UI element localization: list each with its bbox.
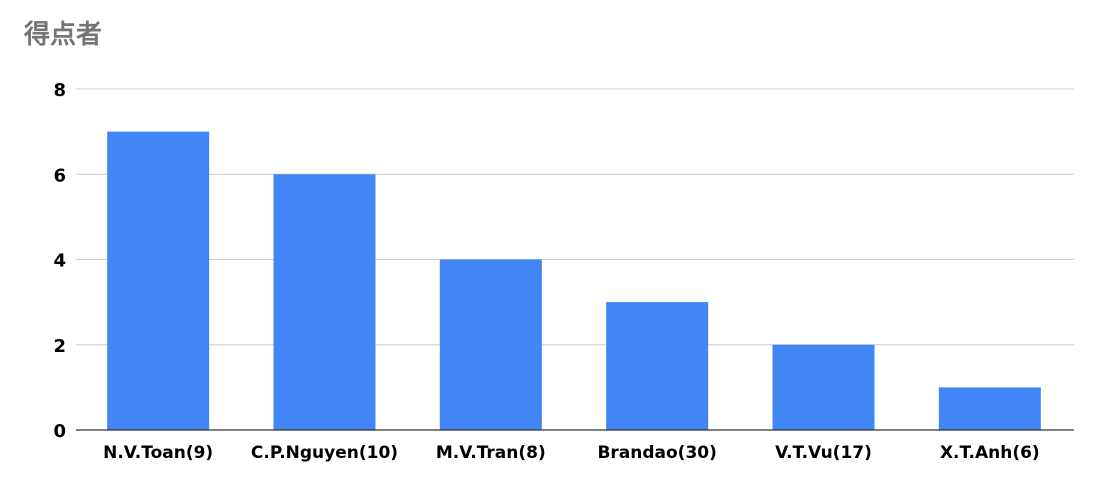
x-axis-labels: N.V.Toan(9) C.P.Nguyen(10) M.V.Tran(8) Bran… [103, 443, 1040, 463]
chart-title: 得点者 [24, 20, 103, 50]
x-tick-label: C.P.Nguyen(10) [251, 443, 398, 463]
bar-2 [439, 259, 542, 430]
y-tick-label: 4 [53, 251, 66, 272]
y-tick-label: 8 [53, 80, 66, 101]
y-tick-label: 0 [53, 421, 66, 442]
x-tick-label: X.T.Anh(6) [940, 443, 1040, 463]
x-tick-label: M.V.Tran(8) [436, 443, 546, 463]
bar-0 [107, 131, 210, 430]
x-tick-label: V.T.Vu(17) [775, 443, 872, 463]
x-tick-label: Brandao(30) [597, 443, 716, 463]
x-tick-label: N.V.Toan(9) [103, 443, 213, 463]
bar-5 [938, 387, 1041, 430]
gridlines [76, 88, 1074, 346]
y-axis-ticks: 0 2 4 6 8 [53, 80, 66, 442]
bar-1 [273, 174, 376, 430]
bar-4 [772, 344, 875, 430]
bars [107, 131, 1041, 430]
bar-3 [606, 302, 709, 430]
y-tick-label: 2 [53, 336, 66, 357]
y-tick-label: 6 [53, 165, 66, 186]
